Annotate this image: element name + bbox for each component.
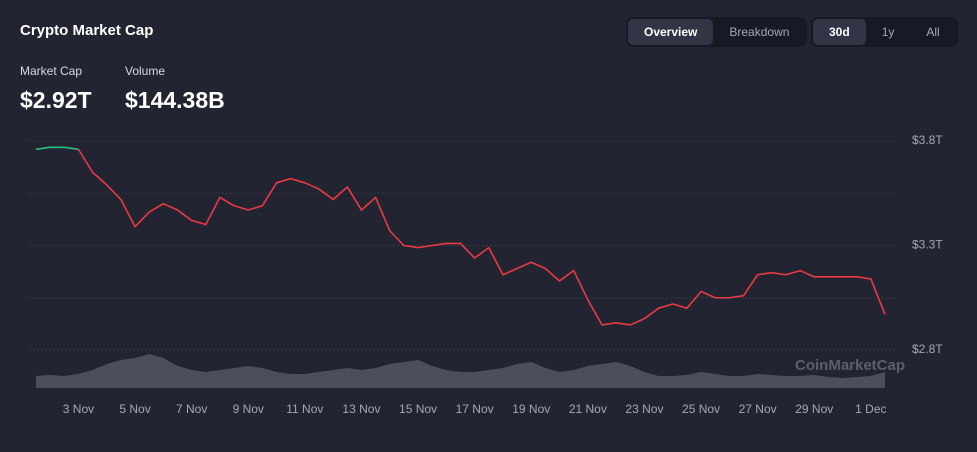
tab[interactable]: Breakdown xyxy=(729,25,790,39)
x-tick-label: 27 Nov xyxy=(739,402,777,416)
range-tabs: 30d 1y All xyxy=(811,17,958,47)
x-tick-label: 17 Nov xyxy=(456,402,494,416)
x-tick-label: 21 Nov xyxy=(569,402,607,416)
watermark: CoinMarketCap xyxy=(795,357,905,374)
x-tick-label: 11 Nov xyxy=(286,402,323,416)
title: Crypto Market Cap xyxy=(20,22,154,39)
stat-value: $144.38B xyxy=(125,87,225,113)
x-tick-label: 19 Nov xyxy=(512,402,550,416)
line-up xyxy=(35,146,79,151)
x-tick-label: 25 Nov xyxy=(682,402,720,416)
x-tick-label: 29 Nov xyxy=(795,402,833,416)
y-tick-label: $3.3T xyxy=(912,238,943,252)
y-tick-label: $2.8T xyxy=(912,342,943,356)
tab[interactable]: 1y xyxy=(881,25,895,39)
x-tick-label: 7 Nov xyxy=(176,402,207,416)
stat-value: $2.92T xyxy=(20,87,92,113)
tab[interactable]: 30d xyxy=(813,19,866,45)
tab[interactable]: All xyxy=(926,25,940,39)
x-tick-label: 5 Nov xyxy=(119,402,150,416)
stat-label: Market Cap xyxy=(20,64,83,78)
line xyxy=(35,146,886,326)
volume-area xyxy=(36,354,885,388)
x-tick-label: 23 Nov xyxy=(625,402,663,416)
stat: Volume $144.38B xyxy=(125,64,225,114)
stat: Market Cap $2.92T xyxy=(20,64,92,114)
view-tabs: Overview Breakdown xyxy=(626,17,808,47)
x-tick-label: 15 Nov xyxy=(399,402,437,416)
x-tick-label: 3 Nov xyxy=(63,402,94,416)
y-tick-label: $3.8T xyxy=(912,133,943,147)
x-tick-label: 13 Nov xyxy=(342,402,380,416)
tab[interactable]: Overview xyxy=(628,19,714,45)
x-tick-label: 9 Nov xyxy=(233,402,264,416)
stat-label: Volume xyxy=(125,64,166,78)
x-tick-label: 1 Dec xyxy=(855,402,886,416)
